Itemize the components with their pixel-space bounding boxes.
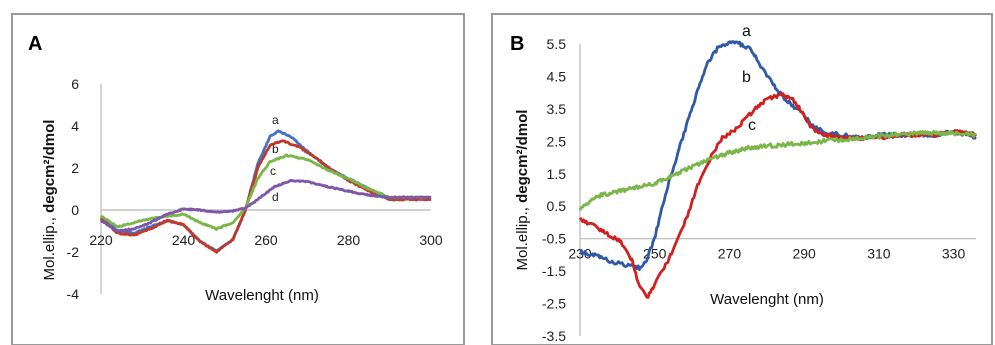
chart-b-series-b-label: b — [742, 69, 751, 86]
chart-a-series-d-line — [99, 179, 432, 233]
chart-a-y-axis-title: Mol.ellip., degcm²/dmol — [41, 120, 58, 281]
chart-a-ytick-label: 0 — [71, 202, 79, 218]
chart-b-ytick-label: -2.5 — [542, 296, 566, 312]
chart-a-series-c-line — [100, 153, 432, 231]
chart-b-xtick-label: 230 — [568, 246, 592, 262]
chart-b-ytick-label: -3.5 — [542, 328, 566, 344]
chart-b-series-c-label: c — [748, 117, 756, 134]
chart-b-ytick-label: 4.5 — [547, 68, 567, 84]
chart-b-xtick-label: 290 — [792, 246, 816, 262]
chart-a-xtick-label: 260 — [254, 232, 278, 248]
panel-b-label: B — [510, 33, 524, 55]
chart-b-xtick-label: 270 — [718, 246, 742, 262]
chart-a-xtick-label: 240 — [172, 232, 196, 248]
chart-b-ytick-label: 5.5 — [547, 36, 567, 52]
chart-panel-a: -4 -2 0 2 4 6 220 240 260 280 300 Wavelenght (nm) Mo… — [41, 76, 443, 304]
chart-a-series-c-label: c — [270, 164, 276, 178]
chart-b-series-a-label: a — [742, 23, 751, 40]
chart-a-x-axis-title: Wavelenght (nm) — [205, 287, 319, 304]
chart-b-x-axis-title: Wavelenght (nm) — [710, 291, 824, 308]
panel-a-label: A — [28, 33, 42, 55]
chart-a-xtick-label: 220 — [89, 232, 113, 248]
chart-a-ytick-label: -2 — [67, 244, 80, 260]
panel-b-frame — [491, 13, 993, 345]
chart-b-ytick-label: -1.5 — [542, 263, 566, 279]
chart-b-ytick-label: 3.5 — [547, 101, 567, 117]
chart-a-series-b-line — [99, 139, 432, 254]
chart-b-ytick-label: 2.5 — [547, 133, 567, 149]
chart-a-y-axis-title-prefix: Mol.ellip., — [41, 213, 58, 281]
chart-b-y-axis-title-unit: degcm²/dmol — [514, 110, 531, 203]
chart-a-ytick-label: 4 — [71, 118, 79, 134]
chart-a-series-b-label: b — [272, 142, 279, 156]
chart-b-y-axis-title-prefix: Mol.ellip., — [514, 203, 531, 271]
chart-a-ytick-label: 6 — [71, 76, 79, 92]
chart-b-ytick-label: -0.5 — [542, 231, 566, 247]
chart-a-series-a-label: a — [272, 113, 279, 127]
chart-a-xtick-label: 280 — [337, 232, 361, 248]
chart-b-y-axis-title: Mol.ellip., degcm²/dmol — [514, 110, 531, 271]
chart-b-ytick-label: 0.5 — [547, 198, 567, 214]
chart-a-ytick-label: 2 — [71, 160, 79, 176]
chart-a-xtick-label: 300 — [419, 232, 443, 248]
chart-a-series-d-label: d — [272, 190, 279, 204]
chart-b-xtick-label: 310 — [867, 246, 891, 262]
chart-b-xtick-label: 330 — [942, 246, 966, 262]
panel-a-frame — [11, 13, 465, 345]
chart-b-series-c-line — [578, 129, 977, 211]
chart-a-y-axis-title-unit: degcm²/dmol — [41, 120, 58, 213]
chart-a-ytick-label: -4 — [67, 286, 80, 302]
chart-b-ytick-label: 1.5 — [547, 166, 567, 182]
